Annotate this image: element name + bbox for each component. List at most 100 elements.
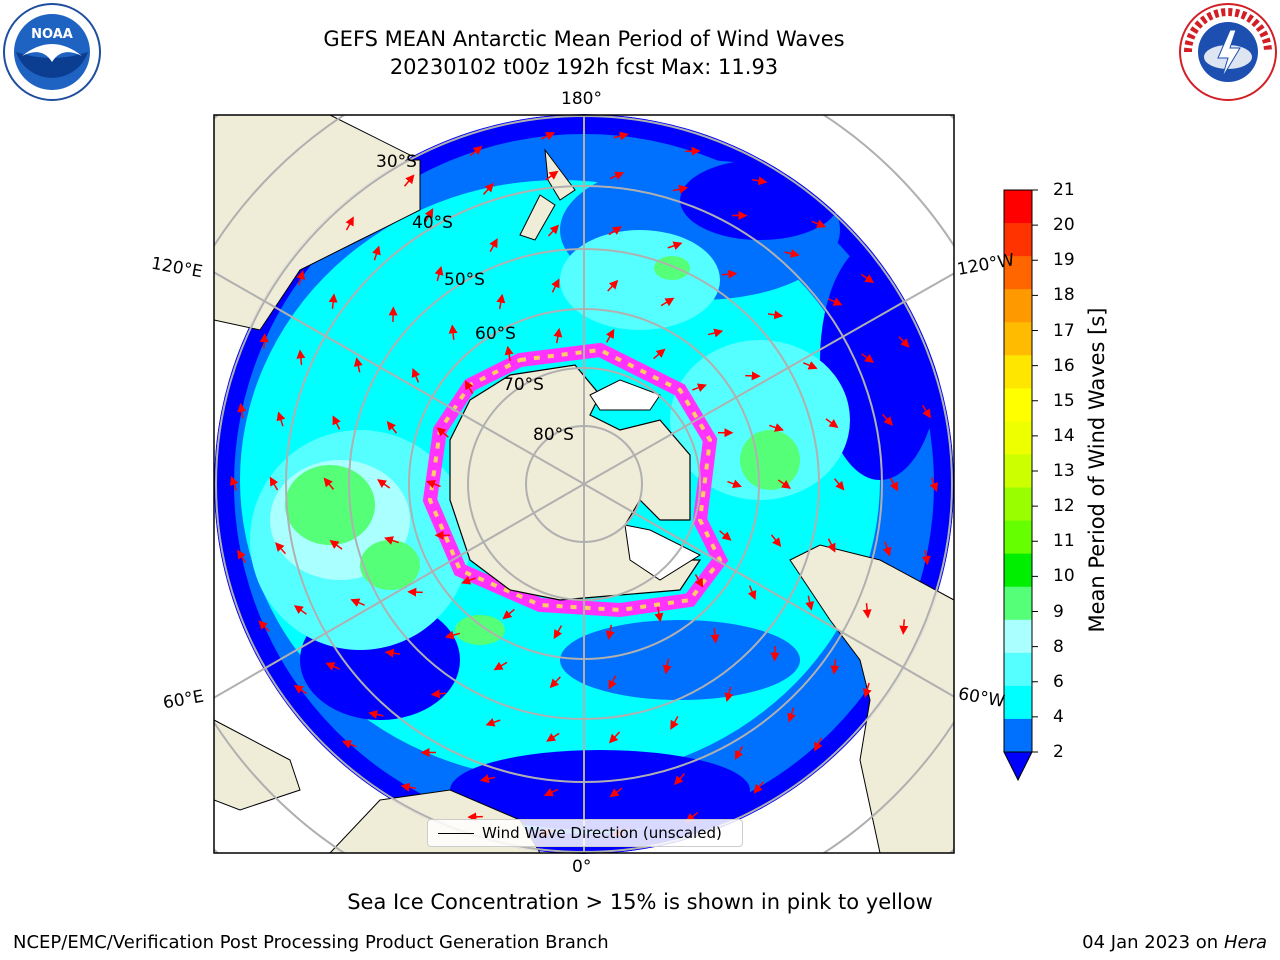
date-text: 04 Jan 2023 on bbox=[1082, 932, 1224, 953]
wind-wave-arrow bbox=[662, 658, 672, 675]
wind-wave-arrow bbox=[229, 476, 239, 491]
colorbar-tick-label: 13 bbox=[1053, 461, 1075, 481]
wind-wave-arrow bbox=[332, 415, 341, 430]
wind-wave-arrow bbox=[372, 245, 381, 261]
wind-wave-arrow bbox=[734, 746, 744, 760]
wind-wave-arrow bbox=[721, 269, 738, 279]
wind-wave-arrow bbox=[551, 278, 560, 293]
wind-wave-arrow bbox=[237, 402, 247, 419]
wind-wave-arrow bbox=[444, 630, 460, 640]
lat-label-70s: 70°S bbox=[503, 375, 544, 395]
colorbar-tick-label: 11 bbox=[1053, 531, 1075, 552]
colorbar-tick-label: 2 bbox=[1053, 742, 1064, 762]
wind-wave-arrow bbox=[549, 676, 561, 689]
wind-wave-arrow bbox=[605, 328, 615, 343]
wind-wave-arrow bbox=[921, 549, 931, 566]
chart-subtitle: 20230102 t00z 192h fcst Max: 11.93 bbox=[389, 55, 779, 79]
wind-wave-arrow bbox=[862, 603, 872, 619]
wind-wave-arrow bbox=[767, 310, 784, 320]
wind-wave-arrow bbox=[805, 595, 815, 611]
wind-wave-arrow bbox=[329, 540, 343, 550]
wind-wave-arrow bbox=[708, 328, 724, 338]
wind-wave-arrow bbox=[613, 131, 629, 141]
wind-wave-arrow bbox=[545, 170, 559, 181]
sea-ice-note: Sea Ice Concentration > 15% is shown in … bbox=[347, 890, 933, 914]
wind-wave-arrow bbox=[353, 357, 363, 373]
wind-wave-arrow bbox=[489, 238, 498, 253]
wind-wave-arrow bbox=[259, 333, 269, 349]
colorbar-tick-label: 4 bbox=[1053, 706, 1064, 727]
wind-wave-arrow bbox=[350, 598, 365, 607]
wind-wave-arrow bbox=[803, 361, 818, 370]
colorbar bbox=[1003, 189, 1038, 782]
colorbar-tick-label: 16 bbox=[1053, 355, 1075, 376]
wind-wave-arrow bbox=[485, 718, 501, 727]
wind-wave-arrow bbox=[608, 675, 617, 690]
machine-name: Hera bbox=[1223, 932, 1267, 953]
wind-wave-arrow bbox=[747, 585, 757, 600]
wind-wave-arrow bbox=[504, 345, 514, 362]
wind-wave-arrow bbox=[493, 661, 508, 671]
wind-wave-arrow bbox=[553, 625, 563, 640]
wind-wave-arrow bbox=[296, 270, 306, 286]
colorbar-segment bbox=[1004, 487, 1032, 522]
wind-wave-arrow bbox=[787, 707, 796, 723]
wind-wave-arrow bbox=[609, 787, 623, 798]
colorbar-segment bbox=[1004, 256, 1032, 290]
credit-line: NCEP/EMC/Verification Post Processing Pr… bbox=[13, 932, 609, 953]
wind-wave-arrow bbox=[862, 682, 872, 698]
lat-label-30s: 30°S bbox=[376, 152, 417, 172]
wind-wave-arrow bbox=[377, 479, 391, 489]
wind-wave-arrow bbox=[899, 619, 909, 635]
wind-wave-arrow bbox=[889, 477, 899, 492]
chart-title: GEFS MEAN Antarctic Mean Period of Wind … bbox=[323, 27, 845, 51]
wind-wave-arrow bbox=[293, 684, 308, 695]
wind-wave-arrow bbox=[860, 273, 875, 284]
wind-wave-arrow bbox=[296, 349, 306, 365]
wind-wave-arrow bbox=[547, 224, 560, 237]
longitude-grid bbox=[214, 115, 954, 853]
wind-wave-arrow bbox=[608, 731, 621, 744]
wind-wave-arrow bbox=[323, 477, 335, 490]
colorbar-tick-label: 10 bbox=[1053, 566, 1075, 587]
wind-wave-arrow bbox=[605, 624, 615, 641]
colorbar-tick-label: 18 bbox=[1053, 285, 1075, 306]
colorbar-segment bbox=[1004, 190, 1032, 224]
wind-wave-arrow bbox=[828, 297, 843, 306]
wind-wave-arrow bbox=[670, 715, 679, 730]
wind-wave-arrow bbox=[430, 689, 447, 699]
wind-wave-arrow bbox=[543, 787, 559, 797]
wind-wave-arrow bbox=[540, 132, 556, 141]
colorbar-extend-triangle bbox=[1003, 751, 1033, 782]
wind-wave-arrow bbox=[384, 648, 401, 658]
wind-wave-arrow bbox=[830, 659, 840, 675]
sea-ice-band bbox=[422, 342, 729, 618]
noaa-logo: NOAA bbox=[3, 3, 101, 101]
wind-wave-arrow bbox=[269, 476, 279, 491]
wind-wave-arrow bbox=[667, 241, 683, 250]
wind-wave-arrow bbox=[403, 174, 415, 187]
colorbar-tick-label: 6 bbox=[1053, 671, 1064, 692]
wind-wave-arrow bbox=[479, 774, 496, 784]
wind-wave-arrow bbox=[654, 606, 664, 623]
colorbar-segment bbox=[1004, 520, 1032, 555]
wind-wave-arrow bbox=[407, 587, 423, 597]
wind-wave-arrow bbox=[384, 536, 399, 545]
colorbar-segment bbox=[1004, 718, 1032, 753]
wind-wave-arrow bbox=[777, 479, 791, 489]
wind-wave-arrow bbox=[464, 380, 474, 395]
wind-wave-arrow bbox=[400, 782, 417, 792]
colorbar-segment bbox=[1004, 355, 1032, 389]
wind-wave-arrow bbox=[825, 418, 839, 428]
wind-wave-arrow bbox=[275, 542, 287, 555]
colorbar-tick-label: 21 bbox=[1053, 180, 1075, 200]
wind-wave-arrow bbox=[727, 479, 742, 489]
wind-wave-arrow bbox=[607, 279, 619, 292]
wind-wave-arrow bbox=[424, 208, 434, 222]
colorbar-tick-label: 15 bbox=[1053, 390, 1075, 411]
wind-wave-arrow bbox=[553, 327, 563, 344]
wind-wave-arrow bbox=[833, 478, 845, 491]
wind-wave-arrow bbox=[881, 413, 893, 426]
colorbar-tick-label: 12 bbox=[1053, 496, 1075, 517]
wind-wave-arrow bbox=[674, 773, 686, 786]
